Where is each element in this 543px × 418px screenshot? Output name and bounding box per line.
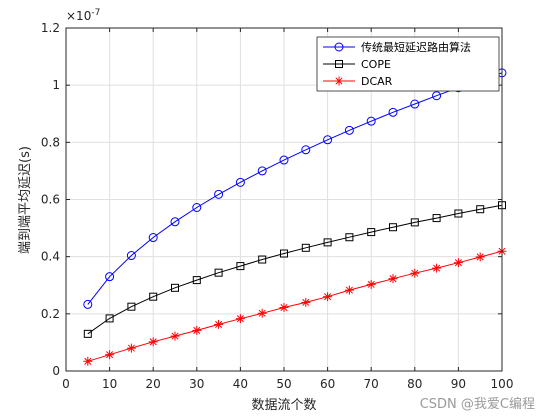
data-point: [388, 107, 398, 117]
data-point: [432, 263, 442, 273]
data-point: [126, 343, 136, 353]
data-point: [83, 299, 93, 309]
x-tick-label: 0: [62, 377, 70, 391]
data-point: [148, 337, 158, 347]
legend: 传统最短延迟路由算法 COPE DCAR: [316, 36, 500, 92]
data-point: [192, 325, 202, 335]
legend-label: 传统最短延迟路由算法: [361, 40, 471, 54]
y-tick-label: 0.6: [41, 193, 60, 207]
data-point: [301, 145, 311, 155]
data-point: [258, 255, 267, 264]
data-point: [432, 214, 441, 223]
data-point: [476, 205, 485, 214]
y-tick-label: 0.4: [41, 250, 60, 264]
x-tick-label: 40: [233, 377, 248, 391]
data-point: [148, 233, 158, 243]
data-point: [83, 356, 93, 366]
data-point: [301, 243, 310, 252]
legend-marker: [335, 60, 343, 68]
data-point: [366, 279, 376, 289]
data-point: [83, 329, 92, 338]
x-tick-label: 60: [320, 377, 335, 391]
x-tick-label: 70: [364, 377, 379, 391]
data-point: [323, 238, 332, 247]
data-point: [105, 350, 115, 360]
data-point: [454, 209, 463, 218]
x-tick-label: 10: [102, 377, 117, 391]
data-point: [214, 319, 224, 329]
data-point: [301, 297, 311, 307]
x-tick-label: 100: [491, 377, 514, 391]
data-point: [344, 125, 354, 135]
data-point: [236, 262, 245, 271]
data-point: [344, 285, 354, 295]
data-point: [235, 177, 245, 187]
data-point: [127, 302, 136, 311]
data-point: [149, 292, 158, 301]
y-axis-label: 端到端平均延迟(s): [18, 146, 33, 254]
data-point: [323, 135, 333, 145]
ticks: 0 10 20 30 40 50 60 70 80 90 100 0 0.2 0.4 0.6 0.8 1 1.2: [41, 21, 514, 391]
legend-label: COPE: [361, 58, 391, 71]
x-tick-label: 20: [146, 377, 161, 391]
watermark: CSDN @我爱C编程: [419, 397, 535, 412]
data-point: [171, 283, 179, 292]
data-point: [235, 314, 245, 324]
data-point: [475, 252, 485, 262]
series-2: [83, 201, 506, 338]
data-point: [366, 116, 376, 126]
legend-marker: [334, 42, 344, 52]
data-point: [257, 166, 267, 176]
legend-label: DCAR: [361, 75, 393, 88]
data-point: [432, 91, 442, 101]
data-point: [257, 308, 267, 318]
data-point: [453, 258, 463, 268]
data-point: [192, 276, 201, 285]
data-point: [170, 331, 180, 341]
data-point: [345, 233, 354, 242]
data-point: [410, 99, 420, 109]
data-point: [214, 268, 223, 277]
data-point: [126, 251, 136, 261]
data-point: [105, 314, 114, 323]
y-tick-label: 0.2: [41, 307, 60, 321]
x-tick-label: 30: [189, 377, 204, 391]
data-point: [280, 249, 288, 258]
series-3: [83, 246, 507, 366]
y-tick-label: 1.2: [41, 21, 60, 35]
legend-entry: COPE: [323, 58, 391, 71]
series-line: [87, 250, 503, 362]
data-point: [410, 268, 420, 278]
data-point: [105, 272, 115, 282]
y-exponent-label: ×10-7: [66, 8, 100, 23]
data-point: [170, 217, 180, 227]
series-layer: [83, 68, 507, 366]
legend-entry: DCAR: [323, 75, 393, 88]
data-point: [214, 189, 224, 199]
x-tick-label: 90: [451, 377, 466, 391]
data-point: [192, 203, 202, 213]
data-point: [388, 274, 398, 284]
data-point: [279, 303, 289, 313]
data-point: [389, 223, 397, 232]
x-tick-label: 50: [276, 377, 291, 391]
legend-marker: [334, 76, 344, 86]
data-point: [323, 292, 333, 302]
legend-entry: 传统最短延迟路由算法: [323, 40, 471, 54]
y-tick-label: 1: [52, 78, 60, 92]
x-axis-label: 数据流个数: [251, 398, 316, 413]
y-tick-label: 0.8: [41, 135, 60, 149]
data-point: [367, 228, 376, 237]
data-point: [410, 218, 419, 227]
y-tick-label: 0: [52, 364, 60, 378]
x-tick-label: 80: [407, 377, 422, 391]
data-point: [279, 155, 289, 165]
